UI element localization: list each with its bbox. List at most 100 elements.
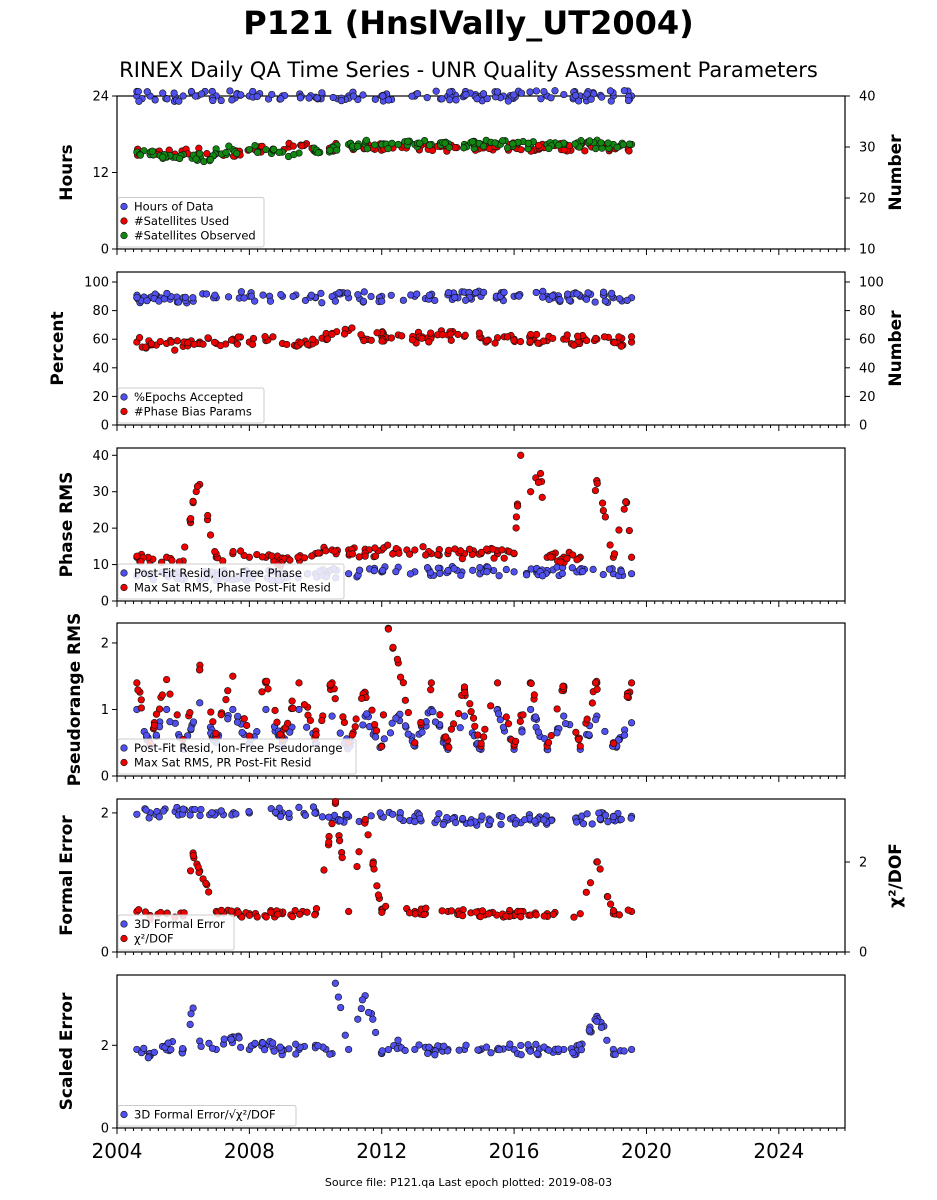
data-point (524, 139, 533, 147)
data-point (222, 148, 230, 157)
data-point (466, 700, 474, 708)
data-point (446, 96, 454, 104)
data-point (277, 95, 285, 103)
y-tick-label: 60 (92, 333, 109, 348)
legend-box (117, 387, 265, 424)
data-point (345, 1045, 353, 1054)
data-point (208, 809, 216, 817)
data-point (597, 1023, 606, 1032)
data-point (493, 679, 502, 687)
data-point (196, 150, 204, 158)
data-point (331, 695, 339, 703)
data-point (510, 91, 518, 99)
data-point (599, 288, 608, 296)
data-point (187, 1010, 195, 1018)
data-point (343, 289, 352, 297)
data-point (186, 867, 195, 875)
data-point (592, 715, 600, 724)
data-point (163, 675, 171, 684)
data-point (197, 90, 206, 98)
data-point (530, 691, 538, 699)
data-point (458, 555, 466, 563)
data-point (483, 545, 491, 553)
data-point (358, 996, 367, 1004)
data-point (510, 568, 518, 576)
data-point (502, 565, 510, 574)
data-point (433, 550, 442, 559)
data-point (359, 91, 367, 99)
data-point (610, 339, 619, 347)
data-point (395, 549, 403, 557)
data-point (490, 554, 498, 562)
data-point (320, 866, 328, 874)
y-tick-label-right: 20 (859, 390, 876, 405)
y-tick-label: 10 (92, 558, 109, 573)
data-point (371, 733, 380, 741)
data-point (173, 711, 181, 719)
data-point (461, 331, 469, 339)
data-point (476, 563, 484, 572)
data-point (336, 837, 344, 845)
data-point (142, 731, 151, 740)
data-point (399, 296, 407, 304)
data-point (457, 571, 465, 579)
data-point (544, 738, 553, 747)
data-point (500, 554, 508, 562)
data-point (186, 1020, 194, 1029)
data-point (292, 1040, 300, 1048)
data-point (623, 296, 631, 305)
data-point (361, 552, 369, 560)
data-point (318, 299, 326, 307)
data-point (455, 1046, 463, 1054)
data-point (601, 811, 610, 819)
data-point (615, 526, 623, 534)
legend-label: Post-Fit Resid, Ion-Free Pseudorange (134, 741, 342, 755)
data-point (527, 330, 535, 339)
legend-label: Max Sat RMS, PR Post-Fit Resid (134, 756, 311, 770)
data-point (573, 290, 581, 298)
legend-marker (120, 583, 128, 592)
data-point (607, 97, 615, 105)
data-point (367, 336, 375, 344)
data-point (538, 572, 547, 580)
data-point (495, 572, 503, 580)
data-point (208, 87, 216, 96)
data-point (433, 815, 441, 824)
data-point (176, 154, 184, 163)
y-tick-label-right: 0 (859, 946, 867, 961)
data-point (179, 805, 187, 813)
data-point (563, 555, 571, 563)
data-point (353, 862, 361, 871)
data-point (303, 723, 311, 731)
data-point (249, 87, 257, 96)
data-point (425, 1043, 433, 1051)
data-point (240, 294, 248, 302)
data-point (238, 913, 246, 921)
y-tick-label: 100 (84, 276, 109, 291)
data-point (267, 908, 275, 916)
y-axis-label: Scaled Error (57, 992, 77, 1110)
data-point (509, 140, 517, 148)
data-point (318, 716, 326, 725)
data-point (452, 96, 460, 104)
data-point (502, 912, 510, 920)
data-point (472, 288, 480, 297)
data-point (317, 289, 325, 297)
data-point (240, 715, 248, 723)
data-point (532, 911, 540, 919)
data-point (588, 820, 596, 828)
data-point (625, 147, 633, 155)
data-point (140, 1044, 148, 1052)
data-point (234, 712, 242, 720)
data-point (137, 696, 145, 704)
data-point (606, 87, 614, 95)
data-point (387, 334, 396, 342)
data-point (133, 293, 141, 302)
legend-label: #Satellites Used (134, 214, 229, 228)
data-point (548, 292, 557, 300)
data-point (431, 718, 440, 726)
data-point (238, 729, 246, 737)
data-point (497, 820, 505, 829)
data-point (431, 296, 439, 305)
data-point (369, 860, 377, 868)
